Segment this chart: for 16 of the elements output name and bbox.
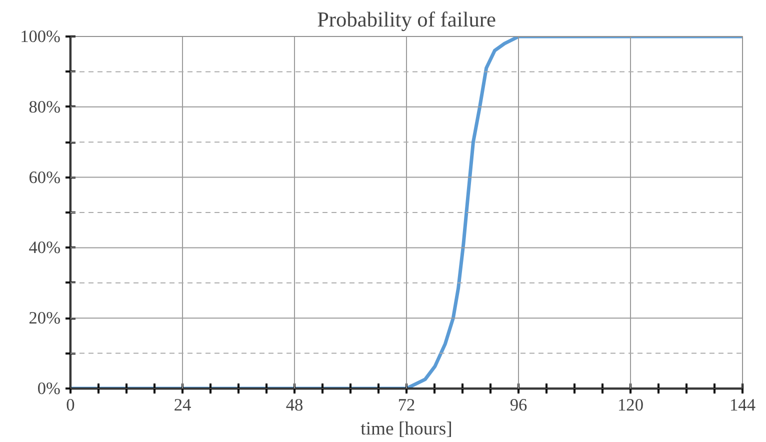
x-tick-label: 0 [66, 396, 75, 414]
chart-title: Probability of failure [317, 8, 496, 32]
y-tick-label: 40% [28, 238, 61, 258]
y-tick-label: 20% [28, 308, 61, 328]
x-tick-label: 48 [286, 396, 304, 414]
y-tick-label: 100% [20, 27, 61, 46]
x-tick-label: 144 [730, 396, 756, 414]
y-tick-label: 60% [28, 168, 61, 187]
line-series [70, 36, 742, 388]
x-tick-label: 96 [510, 396, 528, 414]
x-tick-label: 120 [618, 396, 644, 414]
y-tick-label: 80% [28, 97, 61, 116]
x-axis-title: time [hours] [360, 418, 452, 440]
x-tick-label: 24 [174, 396, 192, 414]
x-tick-label: 72 [398, 396, 416, 414]
y-tick-label: 0% [37, 379, 61, 398]
